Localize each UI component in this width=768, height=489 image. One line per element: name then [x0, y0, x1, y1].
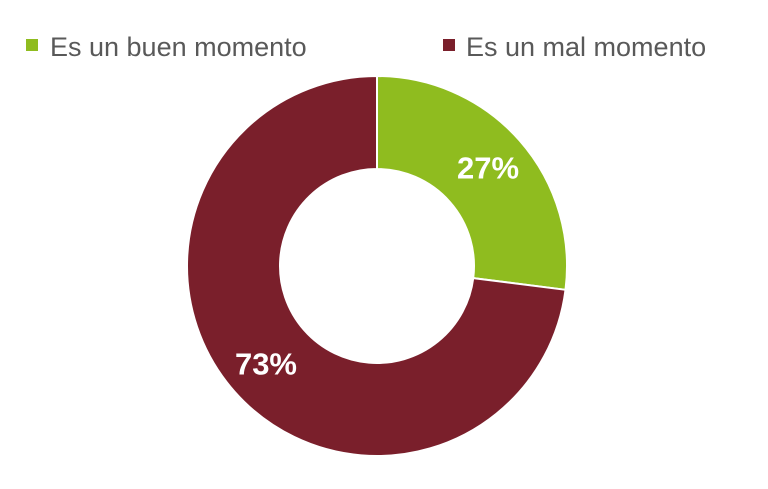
chart-legend: Es un buen momento Es un mal momento [26, 32, 706, 62]
legend-swatch-mal-momento [443, 39, 455, 51]
data-label-es-un-buen-momento: 27% [457, 151, 519, 186]
donut-labels: 27% 73% [235, 151, 519, 382]
legend-swatch-buen-momento [26, 39, 38, 51]
data-label-es-un-mal-momento: 73% [235, 346, 297, 381]
donut-slice-es-un-buen-momento [376, 74, 568, 291]
legend-label-buen-momento: Es un buen momento [50, 32, 307, 62]
legend-label-mal-momento: Es un mal momento [466, 32, 706, 62]
donut-slice-es-un-mal-momento [186, 74, 567, 457]
donut-slices [186, 74, 568, 457]
